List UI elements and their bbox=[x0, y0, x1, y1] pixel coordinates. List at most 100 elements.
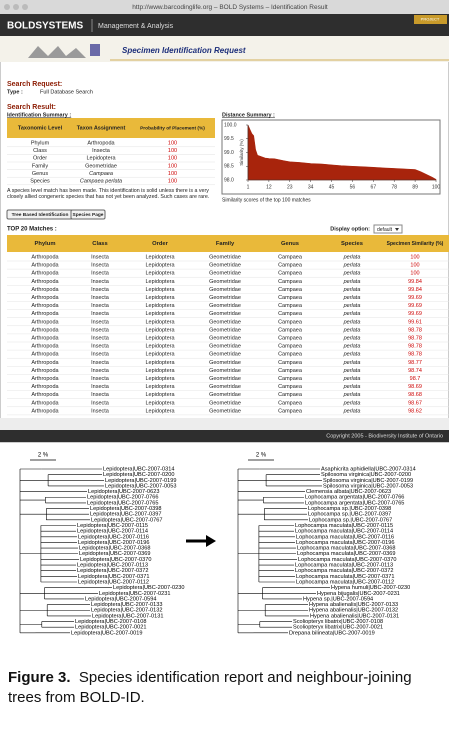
figure-label: Figure 3. bbox=[8, 669, 71, 686]
cell: Lepidoptera bbox=[145, 376, 175, 382]
cell: Insecta bbox=[91, 344, 110, 350]
cell: perlata bbox=[343, 360, 361, 366]
cell: Campaea perlata bbox=[80, 178, 122, 184]
similarity: 98.78 bbox=[408, 335, 422, 341]
cell: Geometridae bbox=[209, 311, 241, 317]
cell: perlata bbox=[343, 376, 361, 382]
cell: Arthropoda bbox=[31, 352, 59, 358]
cell: Class bbox=[33, 148, 47, 154]
cell: Campaea bbox=[278, 400, 303, 406]
subheading: Distance Summary : bbox=[222, 112, 275, 118]
column-header: Taxonomic Level bbox=[18, 125, 63, 131]
cell: Insecta bbox=[91, 352, 110, 358]
field-label: Type : bbox=[7, 89, 23, 95]
cell: Insecta bbox=[91, 360, 110, 366]
project-tab-label[interactable]: PROJECT bbox=[421, 17, 440, 22]
cell: Campaea bbox=[278, 335, 303, 341]
cell: Geometridae bbox=[209, 384, 241, 390]
cell: perlata bbox=[343, 384, 361, 390]
cell: Lepidoptera bbox=[145, 311, 175, 317]
similarity: 99.84 bbox=[408, 279, 422, 285]
scale-label: 2 % bbox=[256, 453, 267, 459]
cell: Insecta bbox=[91, 392, 110, 398]
column-header: Genus bbox=[281, 241, 299, 247]
probability: 100 bbox=[168, 178, 177, 184]
cell: Campaea bbox=[278, 360, 303, 366]
cell: Lepidoptera bbox=[145, 254, 175, 260]
similarity: 98.62 bbox=[408, 408, 422, 414]
cell: Insecta bbox=[91, 384, 110, 390]
chart-caption: Similarity scores of the top 100 matches bbox=[222, 197, 311, 203]
cell: Geometridae bbox=[209, 263, 241, 269]
column-header: Species bbox=[341, 241, 363, 247]
cell: Geometridae bbox=[209, 319, 241, 325]
cell: perlata bbox=[343, 408, 361, 414]
window-button[interactable] bbox=[4, 4, 10, 10]
cell: Arthropoda bbox=[31, 368, 59, 374]
cell: Insecta bbox=[91, 303, 110, 309]
cell: Arthropoda bbox=[31, 327, 59, 333]
cell: Lepidoptera bbox=[145, 303, 175, 309]
cell: perlata bbox=[343, 279, 361, 285]
cell: Geometridae bbox=[209, 271, 241, 277]
button-label[interactable]: Tree Based Identification bbox=[12, 212, 69, 218]
similarity: 98.69 bbox=[408, 384, 422, 390]
cell: Lepidoptera bbox=[145, 352, 175, 358]
similarity: 100 bbox=[410, 254, 419, 260]
cell: Arthropoda bbox=[87, 140, 115, 146]
x-tick-label: 100 bbox=[432, 184, 441, 190]
x-tick-label: 56 bbox=[350, 184, 356, 190]
cell: Campaea bbox=[278, 368, 303, 374]
window-button[interactable] bbox=[22, 4, 28, 10]
window-button[interactable] bbox=[13, 4, 19, 10]
cell: Arthropoda bbox=[31, 360, 59, 366]
cell: Insecta bbox=[91, 295, 110, 301]
cell: perlata bbox=[343, 368, 361, 374]
cell: Lepidoptera bbox=[145, 344, 175, 350]
similarity: 98.78 bbox=[408, 327, 422, 333]
probability: 100 bbox=[168, 140, 177, 146]
x-tick-label: 12 bbox=[266, 184, 272, 190]
cell: Campaea bbox=[278, 254, 303, 260]
header-section: Management & Analysis bbox=[98, 23, 174, 30]
display-value[interactable]: default bbox=[377, 227, 393, 233]
copyright: Copyright 2005 - Biodiversity Institute … bbox=[326, 433, 443, 439]
probability: 100 bbox=[168, 171, 177, 177]
y-tick-label: 98.0 bbox=[224, 177, 234, 183]
cell: Phylum bbox=[31, 140, 50, 146]
cell: Insecta bbox=[91, 335, 110, 341]
similarity: 99.69 bbox=[408, 303, 422, 309]
note-box: A species level match has been made. Thi… bbox=[7, 188, 217, 210]
cell: Lepidoptera bbox=[145, 408, 175, 414]
scale-label: 2 % bbox=[38, 453, 49, 459]
y-tick-label: 99.5 bbox=[224, 136, 234, 142]
similarity: 98.67 bbox=[408, 400, 422, 406]
cell: Geometridae bbox=[209, 327, 241, 333]
similarity: 99.69 bbox=[408, 295, 422, 301]
cell: perlata bbox=[343, 271, 361, 277]
cell: Campaea bbox=[278, 376, 303, 382]
cell: Geometridae bbox=[209, 408, 241, 414]
cell: Campaea bbox=[278, 327, 303, 333]
cell: Geometridae bbox=[209, 392, 241, 398]
cell: Arthropoda bbox=[31, 287, 59, 293]
cell: Insecta bbox=[91, 376, 110, 382]
similarity: 98.7 bbox=[410, 376, 421, 382]
cell: Insecta bbox=[91, 287, 110, 293]
probability: 100 bbox=[168, 163, 177, 169]
button-label[interactable]: Species Page bbox=[73, 212, 104, 218]
column-header: Phylum bbox=[35, 241, 56, 247]
display-label: Display option: bbox=[330, 226, 370, 232]
cell: perlata bbox=[343, 319, 361, 325]
cell: Lepidoptera bbox=[145, 271, 175, 277]
subheading: TOP 20 Matches : bbox=[7, 227, 57, 233]
cell: Lepidoptera bbox=[145, 263, 175, 269]
cell: perlata bbox=[343, 327, 361, 333]
cell: Campaea bbox=[278, 279, 303, 285]
column-header: Probability of Placement (%) bbox=[140, 125, 205, 131]
cell: Arthropoda bbox=[31, 319, 59, 325]
column-header: Taxon Assignment bbox=[77, 125, 126, 131]
cell: Geometridae bbox=[209, 287, 241, 293]
cell: Geometridae bbox=[209, 335, 241, 341]
cell: Arthropoda bbox=[31, 400, 59, 406]
